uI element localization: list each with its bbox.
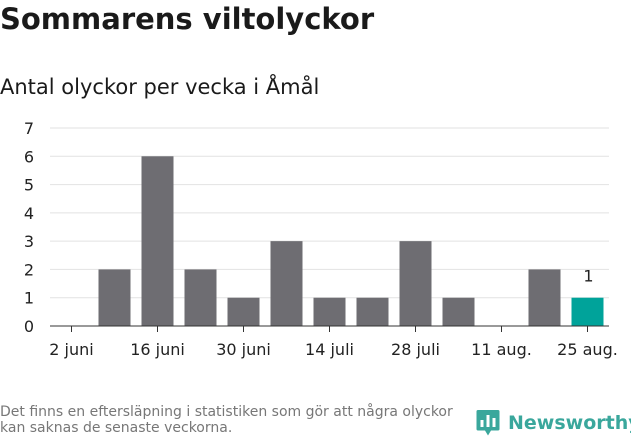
newsworthy-bar-chart-icon (476, 410, 500, 436)
data-label: 1 (583, 267, 593, 286)
x-tick-label: 28 juli (391, 340, 440, 359)
bar (442, 297, 475, 326)
bar (270, 241, 303, 326)
y-tick-label: 2 (24, 260, 34, 279)
x-axis: 2 juni 16 juni 30 juni 14 juli 28 juli 11 aug… (49, 325, 618, 359)
newsworthy-logo: Newsworthy (476, 409, 631, 437)
data-labels: 1 (583, 267, 593, 286)
bar (98, 269, 131, 326)
y-tick-label: 3 (24, 232, 34, 251)
brand-name: Newsworthy (508, 412, 631, 434)
bar-chart: 0 1 2 3 4 5 6 7 2 juni 16 juni 30 juni 14 juli 28 j… (24, 119, 618, 359)
footnote: Det finns en eftersläpning i statistiken… (0, 404, 453, 436)
y-tick-label: 5 (24, 176, 34, 195)
x-tick-label: 11 aug. (471, 340, 532, 359)
bar (528, 269, 561, 326)
y-tick-label: 4 (24, 204, 34, 223)
bars (98, 156, 604, 326)
chart-title: Sommarens viltolyckor (0, 2, 375, 36)
bar (227, 297, 260, 326)
chart-subtitle: Antal olyckor per vecka i Åmål (0, 75, 320, 99)
gridlines (50, 127, 609, 299)
y-tick-label: 1 (24, 289, 34, 308)
bar (571, 297, 604, 326)
x-tick-label: 2 juni (49, 340, 93, 359)
bar (141, 156, 174, 326)
bar (399, 241, 432, 326)
bar (313, 297, 346, 326)
bar (356, 297, 389, 326)
x-tick-label: 25 aug. (557, 340, 618, 359)
y-tick-label: 6 (24, 147, 34, 166)
bar (184, 269, 217, 326)
x-tick-label: 14 juli (305, 340, 354, 359)
y-tick-label: 0 (24, 317, 34, 336)
x-tick-label: 30 juni (216, 340, 271, 359)
y-tick-label: 7 (24, 119, 34, 138)
y-axis-ticks: 0 1 2 3 4 5 6 7 (24, 119, 34, 336)
x-tick-label: 16 juni (130, 340, 185, 359)
